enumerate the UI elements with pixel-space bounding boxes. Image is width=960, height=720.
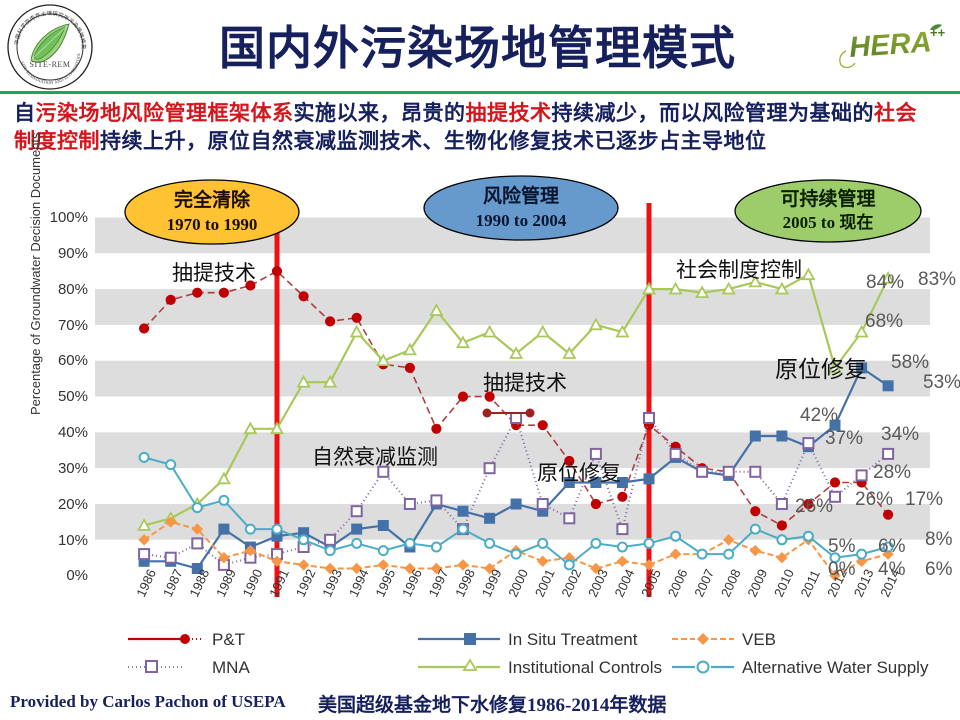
svg-text:MNA: MNA <box>212 658 250 677</box>
svg-text:SITE-REM: SITE-REM <box>30 60 71 69</box>
svg-text:80%: 80% <box>58 281 88 298</box>
svg-text:40%: 40% <box>58 424 88 441</box>
svg-text:30%: 30% <box>58 460 88 477</box>
svg-text:Alternative Water Supply: Alternative Water Supply <box>742 658 929 677</box>
svg-text:0%: 0% <box>828 559 856 580</box>
svg-text:10%: 10% <box>58 532 88 549</box>
svg-text:28%: 28% <box>873 462 911 483</box>
svg-text:8%: 8% <box>925 529 953 550</box>
svg-text:1990 to 2004: 1990 to 2004 <box>476 211 567 230</box>
svg-text:In Situ Treatment: In Situ Treatment <box>508 630 638 649</box>
svg-text:20%: 20% <box>58 496 88 513</box>
svg-text:原位修复: 原位修复 <box>775 356 867 382</box>
svg-text:抽提技术: 抽提技术 <box>172 262 256 285</box>
svg-text:6%: 6% <box>925 559 953 580</box>
svg-text:58%: 58% <box>891 352 929 373</box>
svg-text:自然衰减监测: 自然衰减监测 <box>312 446 438 469</box>
svg-text:VEB: VEB <box>742 630 776 649</box>
svg-text:26%: 26% <box>795 496 833 517</box>
svg-text:37%: 37% <box>825 428 863 449</box>
svg-text:抽提技术: 抽提技术 <box>483 372 567 395</box>
svg-text:2005 to 现在: 2005 to 现在 <box>783 212 874 232</box>
svg-text:70%: 70% <box>58 317 88 334</box>
svg-text:Institutional Controls: Institutional Controls <box>508 658 662 677</box>
svg-text:5%: 5% <box>828 536 856 557</box>
svg-text:社会制度控制: 社会制度控制 <box>676 259 802 282</box>
svg-text:可持续管理: 可持续管理 <box>780 187 875 210</box>
svg-text:6%: 6% <box>878 536 906 557</box>
svg-text:原位修复: 原位修复 <box>537 462 621 485</box>
svg-text:P&T: P&T <box>212 630 245 649</box>
svg-text:0%: 0% <box>66 567 88 584</box>
svg-text:53%: 53% <box>923 372 960 393</box>
svg-text:84%: 84% <box>866 272 904 293</box>
svg-text:完全清除: 完全清除 <box>174 188 251 211</box>
svg-text:17%: 17% <box>905 489 943 510</box>
svg-text:1970 to 1990: 1970 to 1990 <box>167 215 258 234</box>
svg-text:50%: 50% <box>58 388 88 405</box>
svg-text:90%: 90% <box>58 245 88 262</box>
svg-text:26%: 26% <box>855 489 893 510</box>
svg-text:100%: 100% <box>50 209 88 226</box>
svg-text:HERA: HERA <box>848 26 932 64</box>
svg-text:34%: 34% <box>881 424 919 445</box>
svg-text:42%: 42% <box>800 405 838 426</box>
svg-text:4%: 4% <box>878 559 906 580</box>
svg-text:68%: 68% <box>865 311 903 332</box>
svg-text:风险管理: 风险管理 <box>483 184 559 207</box>
svg-text:60%: 60% <box>58 352 88 369</box>
svg-text:83%: 83% <box>918 269 956 290</box>
